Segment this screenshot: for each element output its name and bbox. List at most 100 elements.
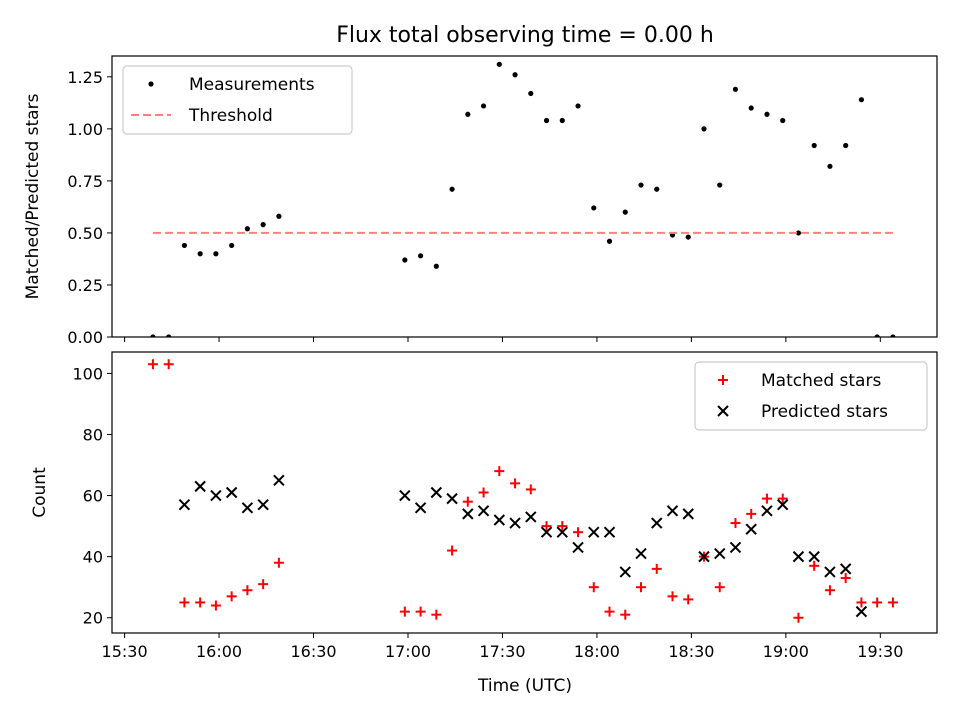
predicted-stars-point (792, 550, 805, 563)
bottom-plot-panel: 15:30 16:00 16:30 17:00 17:30 18:00 18:30 19:00… (30, 351, 938, 661)
measurements-point (276, 213, 282, 219)
measurements-point (449, 186, 455, 192)
bottom-plot-area (147, 359, 898, 623)
legend-label: Matched stars (761, 371, 881, 391)
measurements-point (543, 117, 550, 124)
matched-stars-point (573, 527, 584, 538)
legend-handle (148, 81, 154, 87)
measurements-point (685, 234, 691, 240)
x-tick-label: 18:00 (574, 642, 620, 661)
predicted-stars-point (714, 547, 726, 560)
x-tick-label: 17:30 (479, 642, 525, 661)
x-tick-label: 19:00 (763, 642, 809, 661)
matched-stars-point (856, 597, 867, 608)
matched-stars-point (714, 582, 725, 593)
measurements-point (229, 242, 235, 249)
predicted-stars-point (194, 480, 206, 493)
legend-handle (718, 375, 728, 385)
matched-stars-point (651, 563, 662, 574)
predicted-stars-point (572, 541, 584, 554)
figure-title: Flux total observing time = 0.00 h (336, 23, 714, 48)
legend-handle (717, 405, 729, 417)
matched-stars-point (462, 496, 473, 507)
x-tick-label: 16:00 (196, 642, 242, 661)
matched-stars-point (730, 518, 741, 529)
matched-stars-point (273, 557, 284, 568)
matched-stars-point (494, 466, 505, 477)
predicted-stars-point (698, 550, 710, 563)
measurements-point (402, 257, 408, 263)
predicted-stars-point (651, 517, 663, 529)
measurements-point (654, 186, 660, 192)
x-tick-label: 15:30 (102, 642, 148, 661)
matched-stars-point (824, 585, 835, 596)
measurements-point (717, 182, 723, 188)
measurements-point (496, 61, 502, 67)
measurements-point (512, 72, 518, 78)
measurements-point (874, 334, 880, 337)
matched-stars-point (510, 478, 521, 489)
measurements-point (417, 253, 424, 259)
measurements-point (732, 86, 739, 92)
predicted-stars-point (824, 566, 836, 578)
measurements-point (764, 111, 770, 117)
matched-stars-point (588, 582, 599, 593)
matched-stars-point (447, 545, 458, 556)
matched-stars-point (163, 359, 174, 370)
predicted-stars-point (745, 523, 757, 535)
bottom-y-tick-label: 20 (83, 609, 103, 628)
matched-stars-point (478, 487, 489, 498)
matched-stars-point (667, 591, 678, 602)
predicted-stars-point (556, 526, 568, 538)
matched-stars-point (258, 579, 269, 590)
measurements-point (843, 142, 849, 149)
measurements-point (811, 142, 817, 149)
x-tick-label: 17:00 (385, 642, 431, 661)
predicted-stars-point (493, 514, 506, 526)
measurements-point (260, 222, 266, 228)
predicted-stars-point (761, 505, 773, 517)
matched-stars-point (399, 606, 410, 617)
matched-stars-point (541, 521, 552, 532)
matched-stars-point (809, 560, 820, 571)
matched-stars-point (604, 606, 615, 617)
top-y-tick-label: 1.00 (67, 120, 103, 139)
measurements-point (197, 251, 203, 257)
legend-box (122, 65, 353, 135)
matched-stars-point (226, 591, 237, 602)
matched-stars-point (872, 597, 883, 608)
bottom-y-tick-label: 100 (72, 364, 103, 383)
bottom-y-axis-label: Count (30, 467, 50, 518)
measurements-point (465, 111, 471, 117)
measurements-point (181, 242, 188, 249)
measurements-point (827, 163, 833, 169)
predicted-stars-point (525, 511, 537, 523)
top-legend: Measurements Threshold (122, 65, 353, 135)
matched-stars-point (840, 573, 851, 584)
legend-box (694, 361, 928, 431)
measurements-point (780, 117, 786, 124)
bottom-y-tick-label: 40 (83, 548, 103, 567)
predicted-stars-point (682, 508, 694, 520)
top-y-tick-label: 1.25 (67, 68, 103, 87)
measurements-point (890, 334, 896, 337)
bottom-plot-frame (111, 351, 938, 634)
predicted-stars-point (855, 605, 868, 618)
matched-stars-point (746, 508, 757, 519)
predicted-stars-point (399, 489, 411, 502)
predicted-stars-point (619, 566, 631, 578)
measurements-point (559, 117, 565, 124)
measurements-point (622, 209, 628, 215)
measurements-point (858, 97, 865, 103)
top-y-tick-label: 0.25 (67, 276, 103, 295)
predicted-stars-point (225, 486, 238, 499)
top-y-tick-label: 0.00 (67, 328, 103, 347)
matched-stars-point (525, 484, 536, 495)
predicted-stars-point (462, 508, 474, 520)
measurements-point (528, 90, 534, 97)
measurements-point (638, 182, 644, 188)
bottom-y-tick-label: 60 (83, 487, 103, 506)
measurements-point (591, 205, 597, 211)
matched-stars-point (557, 521, 568, 532)
predicted-stars-point (178, 499, 191, 511)
